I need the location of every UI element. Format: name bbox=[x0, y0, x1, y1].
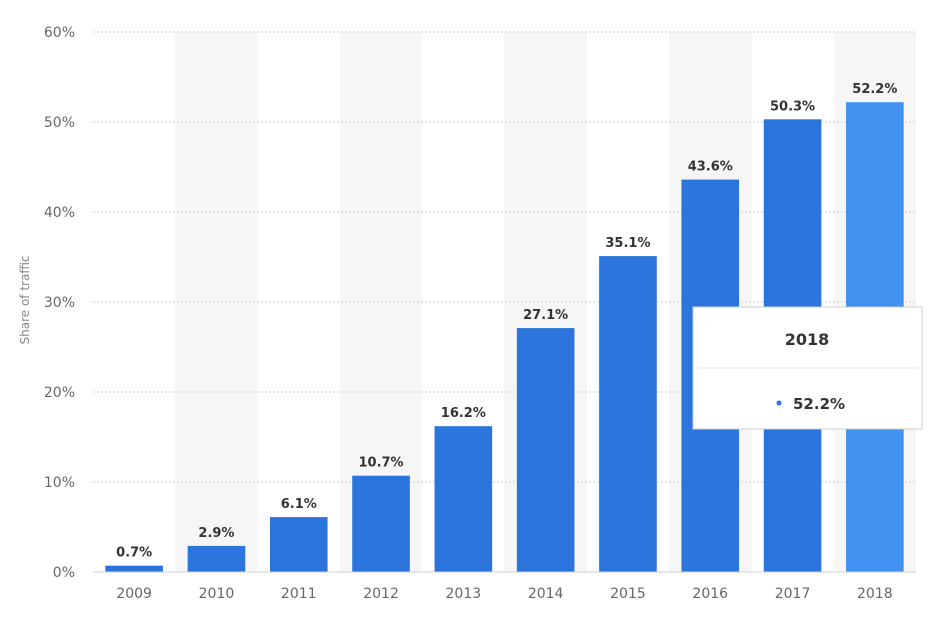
data-label-2011: 6.1% bbox=[281, 497, 317, 512]
data-label-2010: 2.9% bbox=[198, 526, 234, 541]
tooltip-title: 2018 bbox=[785, 330, 830, 349]
data-label-2018: 52.2% bbox=[852, 82, 897, 97]
x-tick-label: 2012 bbox=[363, 586, 399, 602]
data-label-2017: 50.3% bbox=[770, 99, 815, 114]
y-tick-label: 30% bbox=[44, 295, 75, 311]
x-tick-label: 2017 bbox=[775, 586, 811, 602]
bar-2009[interactable] bbox=[105, 565, 163, 572]
data-label-2016: 43.6% bbox=[688, 160, 733, 175]
data-label-2009: 0.7% bbox=[116, 546, 152, 561]
bar-2013[interactable] bbox=[434, 426, 493, 572]
x-tick-label: 2014 bbox=[528, 586, 564, 602]
data-label-2014: 27.1% bbox=[523, 308, 568, 323]
y-tick-label: 20% bbox=[44, 385, 75, 401]
x-tick-label: 2015 bbox=[610, 586, 646, 602]
x-tick-label: 2018 bbox=[857, 586, 893, 602]
data-label-2015: 35.1% bbox=[605, 236, 650, 251]
data-label-2012: 10.7% bbox=[358, 456, 403, 471]
y-tick-label: 0% bbox=[53, 565, 75, 581]
y-tick-label: 60% bbox=[44, 25, 75, 41]
bar-2010[interactable] bbox=[187, 545, 246, 572]
tooltip-value: 52.2% bbox=[793, 395, 845, 413]
data-label-2013: 16.2% bbox=[441, 406, 486, 421]
y-tick-label: 10% bbox=[44, 475, 75, 491]
x-tick-label: 2010 bbox=[199, 586, 235, 602]
x-tick-label: 2013 bbox=[446, 586, 482, 602]
bar-2011[interactable] bbox=[269, 517, 328, 572]
tooltip-series-dot-icon bbox=[776, 400, 782, 406]
tooltip: 2018 52.2% bbox=[692, 306, 923, 430]
y-tick-label: 40% bbox=[44, 205, 75, 221]
x-tick-label: 2009 bbox=[116, 586, 152, 602]
y-axis: 0% 10% 20% 30% 40% 50% 60% bbox=[44, 25, 75, 581]
x-axis: 2009 2010 2011 2012 2013 2014 2015 2016 2017 2018 bbox=[116, 586, 892, 602]
bar-2014[interactable] bbox=[516, 328, 575, 572]
bar-2015[interactable] bbox=[599, 256, 657, 572]
bar-2012[interactable] bbox=[352, 475, 410, 572]
x-tick-label: 2011 bbox=[281, 586, 317, 602]
y-axis-label: Share of traffic bbox=[18, 255, 32, 344]
y-tick-label: 50% bbox=[44, 115, 75, 131]
x-tick-label: 2016 bbox=[692, 586, 728, 602]
